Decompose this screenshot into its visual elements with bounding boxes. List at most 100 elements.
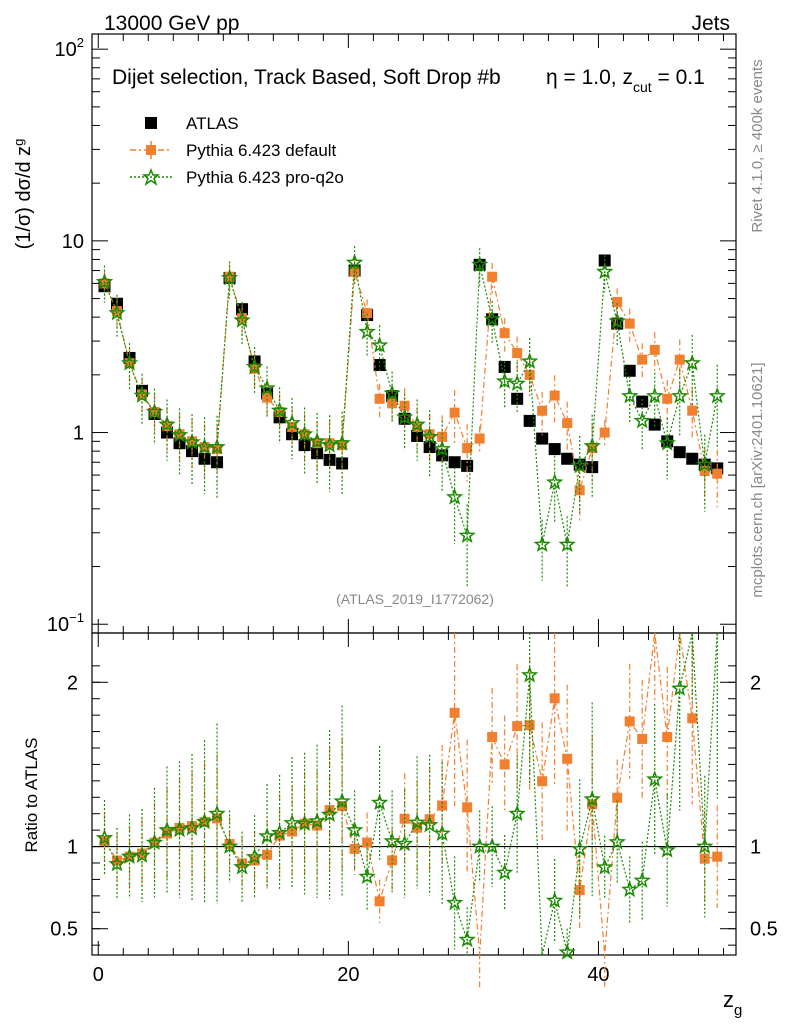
default-point [449, 407, 460, 418]
default-ratio-point [374, 896, 385, 907]
main-title: Dijet selection, Track Based, Soft Drop … [112, 66, 501, 89]
proq2o-line [103, 262, 718, 545]
proq2o-point [245, 357, 264, 375]
proq2o-ratio-point [145, 833, 164, 851]
proq2o-ratio-point [696, 837, 714, 854]
proq2o-ratio-point [658, 841, 676, 858]
default-ratio-point [449, 707, 460, 718]
default-point [324, 438, 335, 449]
proq2o-ratio-point [483, 837, 501, 854]
ratio-axes: 0 20 40 0.5 0.5 1 1 2 2 [50, 633, 778, 986]
proq2o-point [383, 384, 401, 401]
proq2o-point [508, 374, 526, 392]
proq2o-point [470, 255, 489, 273]
data-point [373, 359, 386, 372]
proq2o-point [558, 535, 576, 553]
proq2o-point [283, 413, 301, 431]
default-ratio-point [712, 851, 723, 862]
proq2o-point [583, 436, 601, 454]
proq2o-ratio-point [108, 854, 126, 872]
proq2o-ratio-point [608, 832, 626, 850]
proq2o-point [696, 455, 714, 473]
proq2o-ratio-point [158, 820, 176, 838]
proq2o-point [646, 386, 664, 404]
series-layer [95, 246, 726, 988]
proq2o-point [545, 473, 564, 490]
default-point [674, 354, 685, 365]
ratio-y-tick-label-right: 1 [750, 837, 761, 859]
proq2o-point [595, 262, 614, 280]
proq2o-point [270, 401, 289, 419]
header-left: 13000 GeV pp [104, 12, 239, 35]
proq2o-point [358, 322, 376, 340]
x-tick-label: 0 [93, 964, 104, 986]
watermark: (ATLAS_2019_I1772062) [336, 591, 494, 607]
proq2o-ratio-point [208, 804, 226, 822]
proq2o-ratio-point [621, 880, 639, 898]
proq2o-ratio-point [183, 818, 201, 836]
proq2o-ratio-point [258, 827, 276, 844]
default-ratio-point [174, 822, 185, 833]
proq2o-ratio-point [583, 790, 601, 807]
proq2o-point [370, 336, 389, 353]
proq2o-ratio-line [103, 632, 718, 956]
proq2o-ratio-point [295, 814, 314, 832]
main-axes: 10−1 1 10 102 [47, 34, 736, 636]
default-point [399, 400, 410, 411]
legend: ATLAS Pythia 6.423 default Pythia 6.423 … [130, 114, 344, 187]
ratio-y-tick-label: 0.5 [50, 919, 78, 941]
default-ratio-point [124, 851, 135, 862]
y-tick-label: 10 [62, 231, 84, 253]
data-point [536, 432, 549, 445]
main-title-extra: η = 1.0, zcut = 0.1 [546, 66, 705, 95]
proq2o-point [633, 411, 651, 429]
proq2o-point [108, 303, 126, 321]
side-label-bottom: mcplots.cern.ch [arXiv:2401.10621] [749, 362, 766, 597]
proq2o-point [395, 408, 414, 425]
proq2o-ratio-point [370, 793, 389, 811]
default-point [312, 438, 323, 449]
ratio-panel-frame [91, 632, 737, 956]
proq2o-ratio-point [395, 834, 414, 852]
proq2o-ratio-point [195, 812, 214, 830]
default-point [687, 405, 698, 416]
proq2o-point [683, 354, 701, 371]
data-point [561, 452, 574, 465]
proq2o-ratio-point [633, 871, 651, 888]
proq2o-point [520, 352, 539, 369]
proq2o-ratio-point [420, 815, 439, 833]
proq2o-point [621, 386, 639, 404]
ratio-y-tick-label: 2 [67, 672, 78, 694]
legend-label-atlas: ATLAS [186, 114, 239, 133]
y-tick-label: 10−1 [47, 610, 84, 636]
ratio-y-tick-label-right: 2 [750, 672, 761, 694]
proq2o-point [333, 434, 351, 451]
proq2o-ratio-point [133, 846, 151, 863]
proq2o-point [308, 432, 326, 449]
proq2o-ratio-point [558, 943, 576, 960]
proq2o-ratio-point [508, 804, 526, 822]
proq2o-point [183, 433, 201, 450]
title-cut-val: = 0.1 [652, 66, 705, 89]
proq2o-point [708, 386, 726, 404]
proq2o-point [145, 402, 164, 420]
proq2o-ratio-point [458, 930, 476, 948]
legend-marker-atlas [145, 117, 157, 129]
y-tick-label: 1 [73, 423, 84, 445]
x-axis-label: zg [723, 987, 742, 1019]
default-point [624, 318, 635, 329]
side-label-top: Rivet 4.1.0, ≥ 400k events [749, 59, 766, 232]
default-point [562, 418, 573, 429]
proq2o-point [233, 311, 251, 328]
default-ratio-point [212, 813, 223, 824]
proq2o-point [608, 312, 626, 329]
main-ylabel-sub: g [11, 139, 26, 146]
proq2o-point [208, 437, 226, 455]
default-ratio-point [612, 792, 623, 803]
ratio-y-tick-label-right: 0.5 [750, 919, 778, 941]
proq2o-point [658, 434, 676, 451]
proq2o-ratio-point [95, 828, 114, 846]
proq2o-ratio-point [233, 857, 251, 875]
data-point [548, 443, 561, 456]
